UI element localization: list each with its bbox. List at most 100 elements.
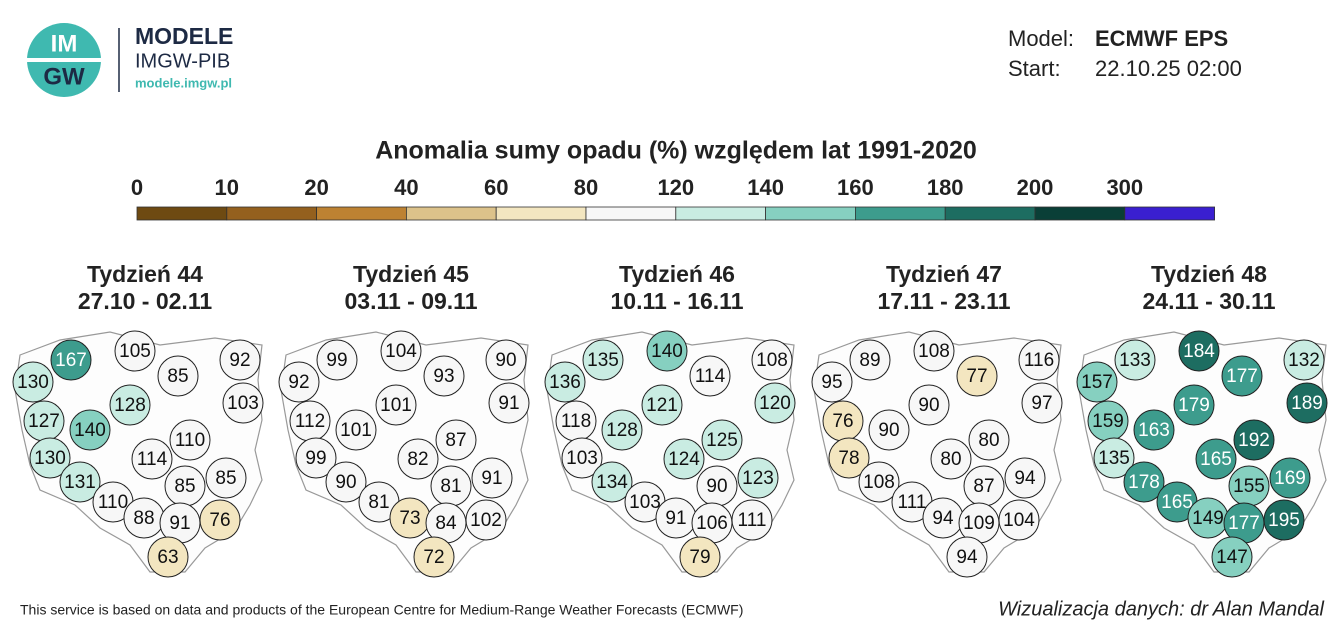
map-title: Tydzień 48 [1151,261,1267,287]
legend-swatch [675,206,766,221]
station-anomaly [946,536,988,578]
start-label: Start: [1008,56,1061,81]
station-value: 87 [445,430,466,451]
station-anomaly [858,461,900,503]
station-value: 165 [1200,449,1232,470]
url: modele.imgw.pl [135,75,232,90]
station-value: 111 [738,510,767,531]
station-anomaly [601,409,643,451]
start: 22.10.25 02:00 [1095,56,1242,81]
station-value: 123 [742,468,774,489]
station-anomaly [1178,330,1220,372]
station-value: 93 [433,366,454,387]
station-value: 94 [956,547,978,568]
station-value: 91 [481,468,502,489]
station-value: 99 [326,350,347,371]
station-value: 76 [209,510,230,531]
legend-swatch [316,206,407,221]
station-anomaly [278,361,320,403]
station-anomaly [956,355,998,397]
station-value: 195 [1268,510,1300,531]
station-value: 178 [1128,472,1160,493]
station-value: 77 [966,366,987,387]
station-value: 103 [227,393,259,414]
station-value: 90 [706,476,727,497]
station-value: 110 [175,430,205,451]
legend-swatch [855,206,946,221]
station-value: 91 [169,513,190,534]
station-anomaly [380,330,422,372]
station-value: 94 [932,508,954,529]
station-value: 105 [119,341,151,362]
station-value: 108 [756,350,788,371]
station-anomaly [397,438,439,480]
station-value: 114 [695,366,726,387]
station-value: 108 [863,472,895,493]
station-anomaly [1021,382,1063,424]
station-anomaly [59,461,101,503]
legend-tick-label: 80 [574,175,598,200]
legend-swatch [226,206,318,221]
station-anomaly [69,409,111,451]
logo-stripe [27,58,101,62]
station-value: 134 [596,472,628,493]
brand: MODELE [135,23,233,49]
legend-tick-label: 0 [131,175,143,200]
station-anomaly [435,419,477,461]
legend-tick-label: 60 [484,175,508,200]
station-value: 133 [1119,350,1151,371]
station-value: 111 [898,492,927,513]
station-value: 85 [167,366,188,387]
station-value: 127 [28,411,60,432]
station-value: 128 [606,420,638,441]
station-anomaly [375,384,417,426]
legend-swatch [585,206,677,221]
station-value: 112 [295,411,325,432]
station-value: 80 [940,449,961,470]
station-anomaly [1263,499,1305,541]
station-anomaly [1286,382,1328,424]
station-anomaly [1221,355,1263,397]
station-value: 135 [587,350,619,371]
station-value: 177 [1226,366,1258,387]
legend-tick-label: 200 [1017,175,1054,200]
station-anomaly [1269,457,1311,499]
station-value: 85 [174,476,195,497]
station-value: 108 [918,341,950,362]
station-value: 89 [859,350,880,371]
station-anomaly [754,382,796,424]
station-value: 177 [1228,513,1260,534]
station-anomaly [1004,457,1046,499]
station-anomaly [485,339,527,381]
station-anomaly [1093,437,1135,479]
station-value: 110 [98,492,128,513]
station-value: 97 [1031,393,1052,414]
title: Anomalia sumy opadu (%) względem lat 199… [375,137,977,165]
station-anomaly [157,355,199,397]
station-anomaly [1076,361,1118,403]
station-value: 91 [665,508,686,529]
station-anomaly [641,384,683,426]
map-dates: 17.11 - 23.11 [877,288,1010,314]
station-value: 63 [157,547,178,568]
station-value: 84 [435,513,457,534]
station-value: 192 [1238,430,1270,451]
station-value: 163 [1138,420,1170,441]
station-anomaly [689,355,731,397]
map-title: Tydzień 47 [886,261,1002,287]
station-anomaly [1173,384,1215,426]
station-value: 87 [973,476,994,497]
station-anomaly [679,536,721,578]
logo-text: IM [51,30,78,57]
org: IMGW-PIB [135,50,230,72]
station-value: 103 [566,448,598,469]
station-anomaly [544,361,586,403]
station-anomaly [50,339,92,381]
station-value: 165 [1161,492,1193,513]
station-anomaly [295,437,337,479]
station-anomaly [471,457,513,499]
station-value: 85 [215,468,236,489]
station-anomaly [1114,339,1156,381]
legend-tick-label: 120 [657,175,694,200]
